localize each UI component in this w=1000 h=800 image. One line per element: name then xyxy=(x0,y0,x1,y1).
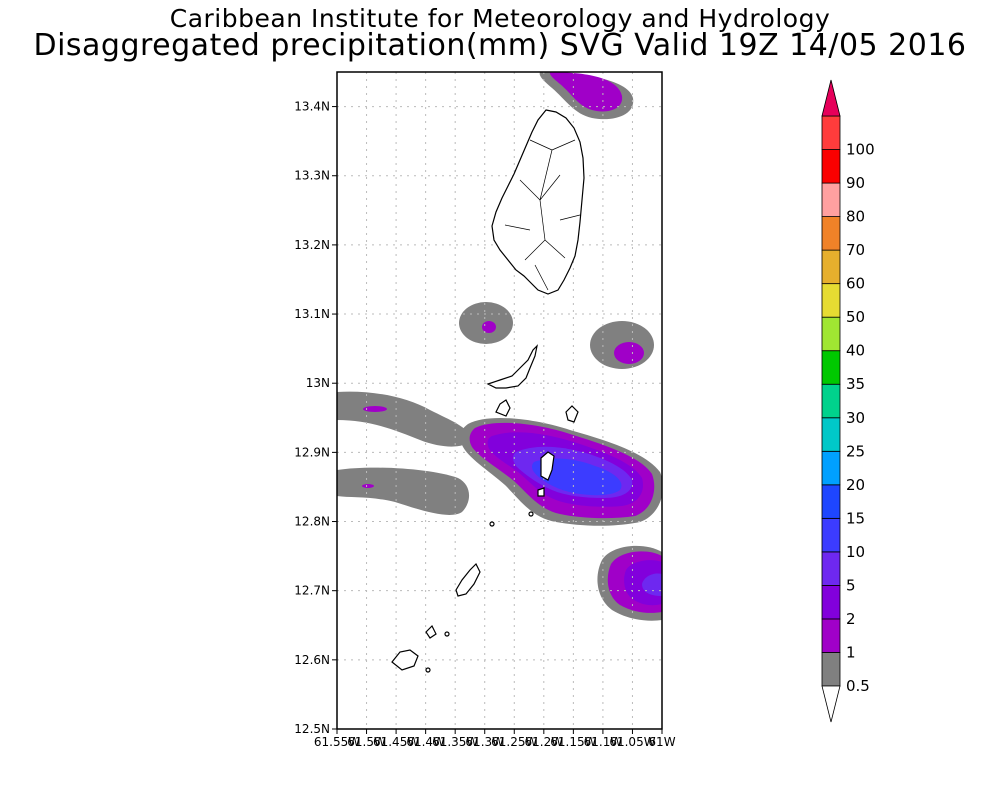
islet-2 xyxy=(528,511,534,517)
lon-tick-label: 61.55W xyxy=(314,735,360,749)
lon-tick-label: 61.25W xyxy=(491,735,537,749)
colorbar-segment xyxy=(821,249,841,285)
rain-area-small-west-core xyxy=(482,321,496,333)
islet-1 xyxy=(489,521,495,527)
lat-tick-label: 12.9N xyxy=(294,445,330,459)
island-saint-vincent xyxy=(491,109,585,295)
colorbar-segment xyxy=(821,283,841,318)
lon-tick-label: 61.45W xyxy=(373,735,419,749)
colorbar-level-label: 30 xyxy=(846,409,865,427)
coastlines xyxy=(391,109,585,673)
longitude-axis: 61.55W61.5W61.45W61.4W61.35W61.3W61.25W6… xyxy=(314,729,676,749)
lat-tick-label: 13.2N xyxy=(294,238,330,252)
lon-tick-label: 61.2W xyxy=(525,735,564,749)
colorbar-bottom-arrow xyxy=(821,685,841,723)
rain-band-west-upper-core xyxy=(363,406,387,412)
colorbar-level-label: 70 xyxy=(846,241,865,259)
map-frame xyxy=(336,71,663,730)
islet-3 xyxy=(444,631,450,637)
lon-tick-label: 61.05W xyxy=(609,735,655,749)
lat-tick-label: 12.6N xyxy=(294,653,330,667)
rain-area-north-core xyxy=(549,72,623,112)
chart-title-line2: Disaggregated precipitation(mm) SVG Vali… xyxy=(33,28,967,63)
rain-band-west-lower-core xyxy=(362,484,374,488)
lat-tick-label: 12.8N xyxy=(294,515,330,529)
lon-tick-label: 61W xyxy=(648,735,675,749)
colorbar-segment xyxy=(821,182,841,217)
colorbar-level-label: 1 xyxy=(846,643,856,661)
colorbar-segment xyxy=(821,316,841,352)
colorbar-level-label: 25 xyxy=(846,442,865,460)
chart-title-line1: Caribbean Institute for Meteorology and … xyxy=(169,4,831,33)
island-petite-martinique xyxy=(425,624,437,639)
colorbar-segment xyxy=(821,585,841,620)
colorbar-segment xyxy=(821,383,841,419)
lat-tick-label: 13.1N xyxy=(294,307,330,321)
colorbar-level-label: 0.5 xyxy=(846,677,870,695)
lon-tick-label: 61.3W xyxy=(465,735,504,749)
island-mayreau xyxy=(537,487,545,497)
lon-tick-label: 61.1W xyxy=(584,735,623,749)
colorbar-segment xyxy=(821,618,841,653)
colorbar-top-arrow xyxy=(821,79,841,117)
colorbar-segment xyxy=(821,551,841,586)
lon-tick-label: 61.15W xyxy=(550,735,596,749)
lon-tick-label: 61.4W xyxy=(406,735,445,749)
lat-tick-label: 13.4N xyxy=(294,100,330,114)
latitude-axis: 12.5N 12.6N 12.7N 12.8N 12.9N 13N 13.1N 13.2N 13… xyxy=(294,100,337,736)
colorbar-level-label: 2 xyxy=(846,610,856,628)
colorbar-segment xyxy=(821,517,841,553)
colorbar-level-label: 60 xyxy=(846,275,865,293)
island-carriacou xyxy=(455,562,481,597)
island-bequia xyxy=(486,344,538,389)
colorbar-segment xyxy=(821,115,841,150)
colorbar-segment xyxy=(821,350,841,385)
island-canouan xyxy=(565,405,579,423)
colorbar-level-label: 35 xyxy=(846,375,865,393)
island-union-area xyxy=(540,451,555,481)
islet-4 xyxy=(425,667,431,673)
colorbar-segment xyxy=(821,484,841,519)
colorbar-level-label: 50 xyxy=(846,308,865,326)
colorbar-segment xyxy=(821,450,841,486)
colorbar-level-label: 100 xyxy=(846,141,875,159)
colorbar-level-label: 90 xyxy=(846,174,865,192)
colorbar-level-label: 5 xyxy=(846,576,856,594)
rain-area-small-east-core xyxy=(614,342,644,364)
island-mustique xyxy=(495,399,511,417)
colorbar-level-label: 15 xyxy=(846,509,865,527)
island-saint-vincent-rivers xyxy=(504,139,581,291)
island-grenada-north-islets xyxy=(391,649,419,671)
rain-band-west-upper xyxy=(337,391,470,447)
lat-tick-label: 13.3N xyxy=(294,169,330,183)
colorbar-segment xyxy=(821,216,841,251)
colorbar-segment xyxy=(821,149,841,184)
colorbar-level-label: 10 xyxy=(846,543,865,561)
lat-tick-label: 12.5N xyxy=(294,722,330,736)
colorbar-level-label: 80 xyxy=(846,208,865,226)
lon-tick-label: 61.5W xyxy=(347,735,386,749)
colorbar-level-label: 40 xyxy=(846,342,865,360)
lon-tick-label: 61.35W xyxy=(432,735,478,749)
colorbar-segment xyxy=(821,417,841,452)
lat-tick-label: 12.7N xyxy=(294,584,330,598)
rain-system-main-10mm xyxy=(532,458,622,496)
lat-tick-label: 13N xyxy=(306,376,330,390)
rain-band-west-lower xyxy=(337,467,470,515)
colorbar-level-label: 20 xyxy=(846,476,865,494)
colorbar-segment xyxy=(821,652,841,687)
